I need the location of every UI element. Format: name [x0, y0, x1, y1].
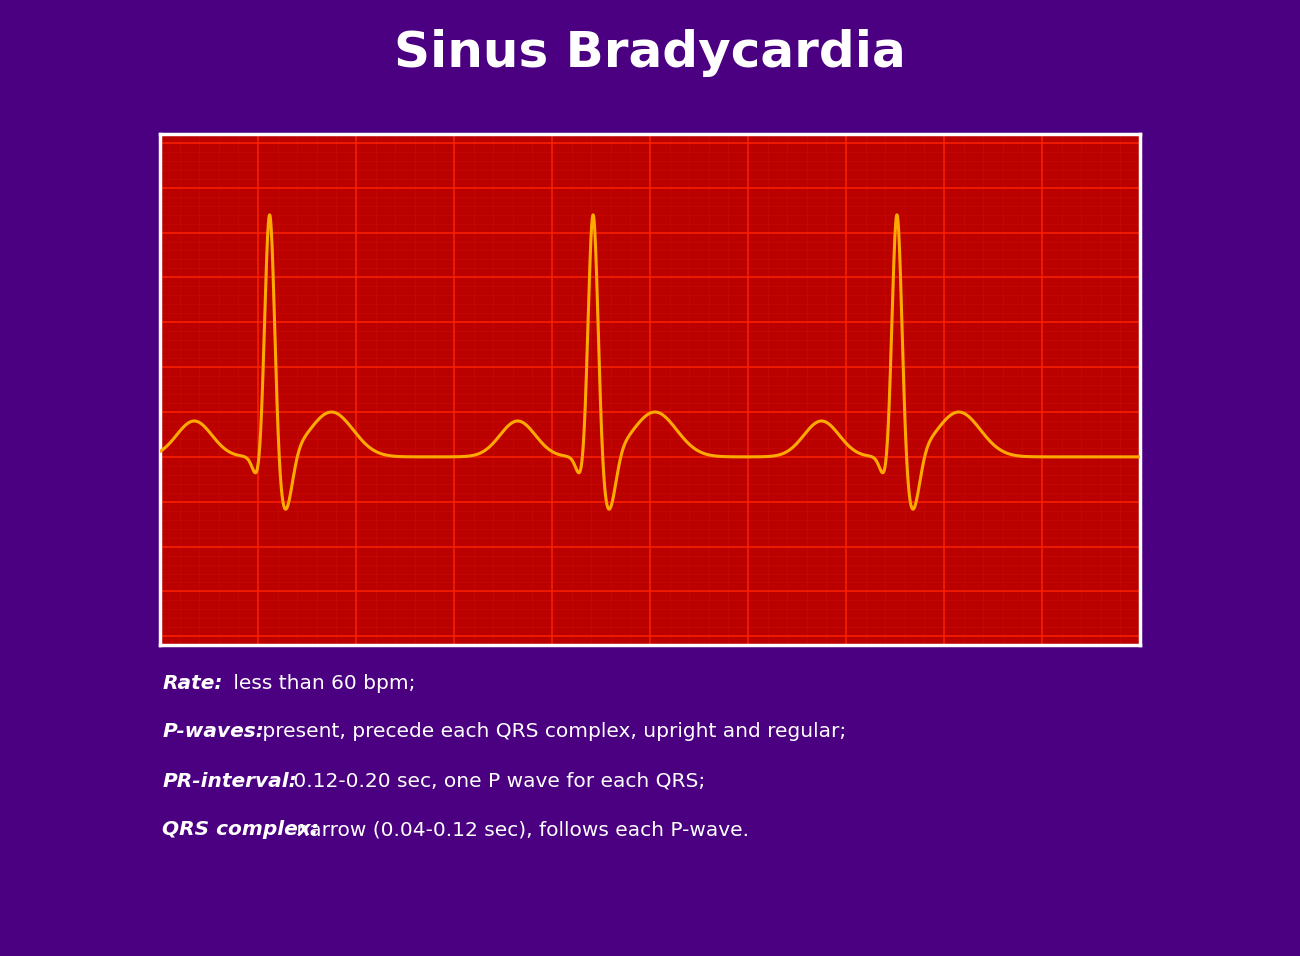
Text: present, precede each QRS complex, upright and regular;: present, precede each QRS complex, uprig… — [256, 722, 846, 741]
Text: 0.12-0.20 sec, one P wave for each QRS;: 0.12-0.20 sec, one P wave for each QRS; — [287, 771, 706, 791]
Text: PR-interval:: PR-interval: — [162, 771, 298, 791]
Text: less than 60 bpm;: less than 60 bpm; — [227, 674, 416, 693]
Text: Rate:: Rate: — [162, 674, 222, 693]
Text: QRS complex:: QRS complex: — [162, 820, 320, 839]
Text: Sinus Bradycardia: Sinus Bradycardia — [394, 29, 906, 76]
Text: P-waves:: P-waves: — [162, 722, 264, 741]
Text: narrow (0.04-0.12 sec), follows each P-wave.: narrow (0.04-0.12 sec), follows each P-w… — [290, 820, 749, 839]
